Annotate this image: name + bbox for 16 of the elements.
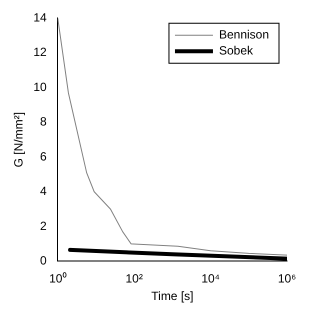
y-tick-label: 10 bbox=[33, 80, 48, 94]
y-tick-label: 2 bbox=[40, 218, 48, 233]
y-tick-label: 8 bbox=[40, 114, 48, 129]
x-tick-label: 10⁶ bbox=[278, 272, 296, 286]
x-tick-label: 10⁴ bbox=[201, 272, 220, 286]
y-tick-label: 14 bbox=[33, 10, 48, 25]
legend-label: Bennison bbox=[218, 28, 270, 42]
y-tick-label: 12 bbox=[33, 45, 48, 60]
y-axis-title: G [N/mm²] bbox=[12, 112, 26, 168]
x-tick-label: 10⁰ bbox=[49, 272, 66, 286]
y-tick-label: 0 bbox=[40, 254, 48, 268]
y-tick-label: 4 bbox=[40, 184, 48, 198]
legend-label: Sobek bbox=[218, 44, 254, 58]
x-tick-label: 10² bbox=[125, 272, 143, 286]
y-tick-label: 6 bbox=[40, 149, 48, 164]
x-axis-title: Time [s] bbox=[151, 289, 194, 304]
